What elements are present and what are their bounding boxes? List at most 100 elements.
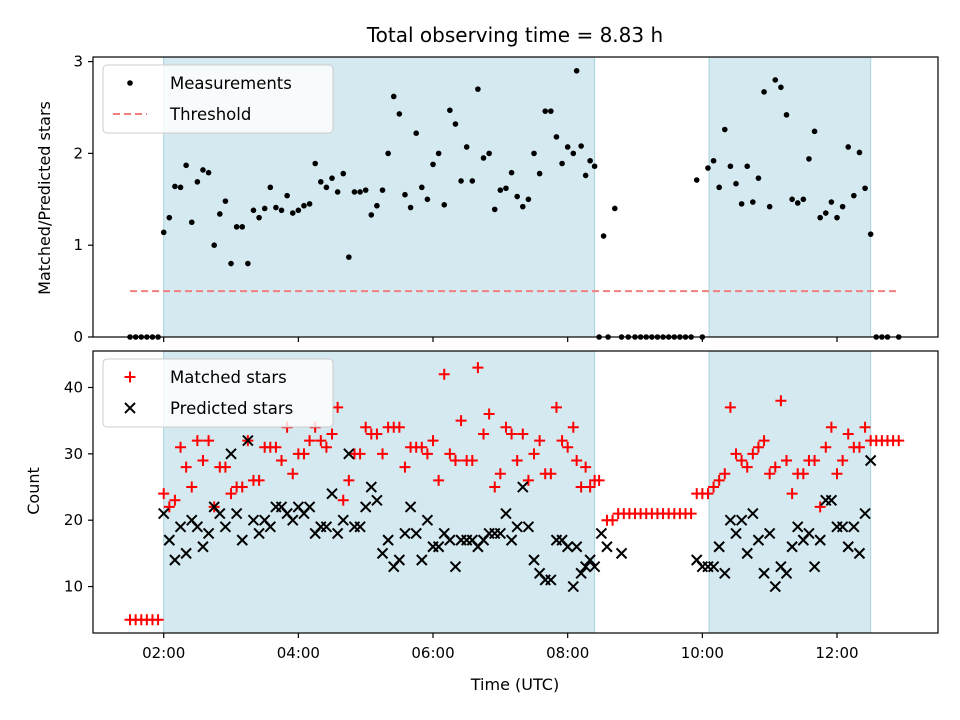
matched-star-point (724, 401, 736, 413)
measurement-point (806, 156, 812, 162)
measurement-point (329, 175, 335, 181)
measurement-point (705, 165, 711, 171)
bottom-observing-window-2 (708, 350, 872, 634)
top-y-axis-label: Matched/Predicted stars (35, 101, 54, 295)
measurement-point (867, 231, 874, 237)
measurement-point (368, 212, 375, 218)
matched-star-point (483, 408, 495, 420)
matched-star-point (758, 435, 770, 447)
measurement-point (486, 150, 492, 157)
predicted-star-point (848, 521, 860, 533)
matched-star-point (371, 428, 383, 440)
matched-star-point (203, 435, 215, 447)
predicted-star-point (792, 521, 804, 533)
measurement-point (508, 169, 515, 176)
top-legend-label: Threshold (169, 105, 251, 124)
measurement-point (772, 77, 779, 83)
top-series-1 (127, 67, 902, 340)
bottom-legend-label: Predicted stars (170, 399, 293, 418)
predicted-star-point (404, 501, 417, 513)
top-y-tick-label: 2 (73, 144, 83, 162)
measurement-point (458, 178, 464, 184)
measurement-point (396, 111, 403, 117)
measurement-point (755, 175, 762, 181)
x-tick-label: 06:00 (411, 644, 454, 662)
legend-matched-marker (124, 371, 136, 383)
predicted-star-point (579, 560, 592, 573)
measurement-point (452, 121, 459, 127)
bottom-legend-box (102, 358, 334, 428)
predicted-star-point (163, 534, 176, 546)
matched-star-point (831, 468, 843, 480)
measurement-point (334, 189, 341, 195)
measurement-point (727, 163, 734, 170)
predicted-star-point (780, 567, 793, 579)
predicted-star-point (432, 541, 445, 553)
matched-star-point (421, 448, 433, 460)
matched-star-point (304, 435, 316, 447)
bottom-y-tick-label: 30 (64, 445, 83, 463)
matched-star-point (270, 441, 282, 453)
predicted-star-point (359, 501, 372, 513)
measurement-point (738, 201, 745, 207)
predicted-star-point (528, 554, 540, 566)
measurement-point (525, 196, 532, 203)
predicted-star-point (410, 527, 422, 540)
matched-star-point (444, 448, 456, 460)
measurement-point (194, 179, 201, 185)
predicted-star-point (354, 521, 366, 533)
measurement-point (761, 89, 767, 95)
matched-star-point (764, 468, 776, 480)
measurement-point (374, 202, 380, 209)
measurement-point (794, 200, 801, 206)
measurement-point (188, 219, 195, 226)
matched-star-point (225, 488, 237, 500)
matched-star-point (713, 474, 725, 486)
measurement-point (205, 169, 212, 176)
measurement-point (435, 150, 442, 157)
matched-star-point (416, 441, 428, 453)
predicted-star-point (522, 521, 535, 533)
predicted-star-point (595, 527, 608, 540)
measurement-point (693, 177, 700, 183)
matched-star-point (797, 468, 809, 480)
predicted-star-point (545, 574, 557, 586)
measurement-point (160, 229, 167, 236)
predicted-star-point (803, 527, 815, 540)
matched-star-point (163, 501, 175, 513)
measurement-point (430, 161, 436, 168)
matched-star-point (719, 468, 731, 480)
matched-star-point (360, 421, 372, 433)
predicted-star-point (214, 507, 226, 520)
matched-star-point (607, 514, 619, 526)
measurement-point (587, 157, 593, 164)
measurement-point (553, 134, 560, 140)
measurement-point (233, 224, 240, 230)
predicted-star-point (326, 487, 338, 500)
matched-star-point (545, 468, 557, 480)
predicted-star-point (786, 541, 798, 553)
predicted-star-point (494, 527, 507, 540)
measurement-point (273, 204, 279, 211)
predicted-star-point (763, 527, 776, 540)
predicted-star-point (247, 514, 260, 526)
top-y-tick-label: 1 (73, 236, 83, 254)
bottom-y-tick-label: 40 (64, 378, 83, 396)
measurement-point (390, 93, 397, 100)
measurement-point (811, 128, 818, 135)
matched-star-point (859, 421, 871, 433)
matched-star-point (253, 474, 265, 486)
predicted-star-point (853, 547, 866, 560)
predicted-star-point (421, 514, 434, 526)
predicted-star-point (331, 527, 344, 540)
predicted-star-point (399, 527, 411, 540)
measurement-point (548, 108, 554, 114)
predicted-star-point (825, 494, 838, 507)
bottom-y-axis-label: Count (24, 467, 43, 515)
measurement-point (578, 143, 584, 149)
predicted-star-point (724, 514, 737, 526)
top-y-tick-label: 0 (73, 328, 83, 346)
matched-star-point (562, 441, 574, 453)
matched-star-point (837, 454, 849, 466)
